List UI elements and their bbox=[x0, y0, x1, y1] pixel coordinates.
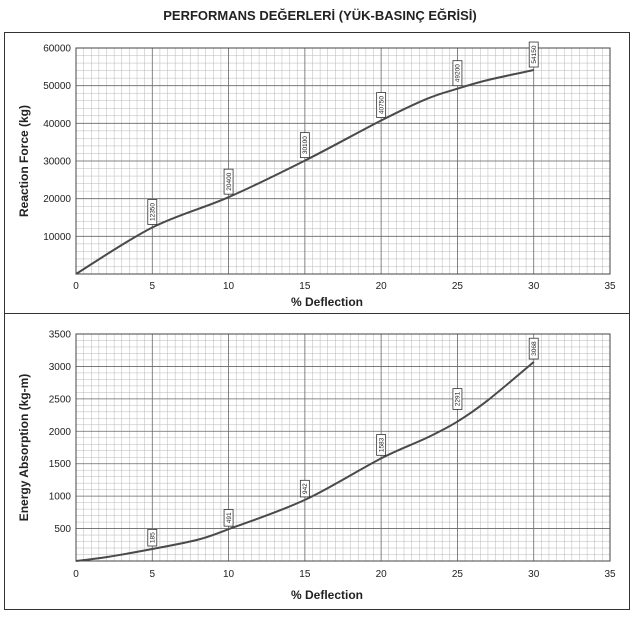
y-tick-label: 60000 bbox=[43, 44, 71, 55]
x-tick-label: 25 bbox=[452, 569, 464, 580]
data-label: 942 bbox=[299, 479, 310, 498]
data-label: 2291 bbox=[452, 388, 463, 410]
x-axis-label: % Deflection bbox=[291, 295, 363, 309]
x-tick-label: 25 bbox=[452, 281, 464, 292]
data-label-box bbox=[376, 434, 387, 456]
data-label-text: 20400 bbox=[226, 172, 233, 190]
data-label-box bbox=[147, 529, 158, 547]
x-tick-label: 35 bbox=[604, 281, 616, 292]
x-axis-label: % Deflection bbox=[291, 588, 363, 602]
plot-area bbox=[75, 333, 611, 562]
series-line bbox=[75, 361, 535, 562]
data-label: 185 bbox=[147, 529, 158, 547]
x-tick-label: 10 bbox=[223, 569, 235, 580]
data-label: 12350 bbox=[147, 199, 158, 225]
data-label-box bbox=[299, 479, 310, 498]
y-tick-label: 500 bbox=[54, 524, 71, 535]
data-label-text: 2291 bbox=[455, 391, 462, 406]
data-label-box bbox=[528, 337, 539, 360]
y-tick-label: 50000 bbox=[43, 81, 71, 92]
x-tick-label: 0 bbox=[73, 569, 79, 580]
chart-2: 0 5 10 15 20 25 30 35 500 1000 1500 2000 2500 3000 350… bbox=[17, 330, 616, 603]
data-label-text: 1583 bbox=[378, 437, 385, 452]
data-label: 20400 bbox=[223, 168, 234, 195]
y-tick-label: 1500 bbox=[49, 459, 72, 470]
y-tick-label: 20000 bbox=[43, 194, 71, 205]
chart-divider bbox=[4, 313, 630, 314]
chart-1: 0 5 10 15 20 25 30 35 10000 20000 30000 40000 50000 6… bbox=[17, 41, 616, 309]
data-label: 491 bbox=[223, 509, 234, 527]
x-tick-label: 10 bbox=[223, 281, 235, 292]
x-tick-label: 15 bbox=[299, 569, 311, 580]
y-tick-label: 10000 bbox=[43, 232, 71, 243]
data-label-text: 40750 bbox=[378, 96, 385, 114]
data-label: 3068 bbox=[528, 337, 539, 360]
data-label-box bbox=[452, 388, 463, 410]
plot-area bbox=[75, 47, 611, 275]
y-axis-label: Energy Absorption (kg-m) bbox=[17, 374, 31, 522]
data-label-text: 942 bbox=[302, 483, 309, 494]
y-tick-label: 40000 bbox=[43, 119, 71, 130]
page-title: PERFORMANS DEĞERLERİ (YÜK-BASINÇ EĞRİSİ) bbox=[163, 8, 477, 23]
data-label-box bbox=[528, 41, 539, 68]
y-tick-label: 2500 bbox=[49, 394, 72, 405]
y-tick-label: 2000 bbox=[49, 427, 72, 438]
data-label-text: 12350 bbox=[150, 203, 157, 221]
x-tick-label: 30 bbox=[528, 569, 540, 580]
data-label-box bbox=[223, 168, 234, 195]
y-tick-label: 3500 bbox=[49, 330, 72, 341]
data-label-text: 491 bbox=[226, 512, 233, 523]
fine-grid bbox=[75, 333, 611, 562]
data-label-text: 185 bbox=[150, 532, 157, 543]
data-label: 1583 bbox=[376, 434, 387, 456]
y-tick-label: 1000 bbox=[49, 492, 72, 503]
x-tick-label: 15 bbox=[299, 281, 311, 292]
y-tick-label: 3000 bbox=[49, 362, 72, 373]
data-label-box bbox=[223, 509, 234, 527]
x-tick-label: 5 bbox=[150, 569, 156, 580]
data-label: 49200 bbox=[452, 60, 463, 87]
data-label: 40750 bbox=[376, 92, 387, 118]
y-tick-label: 30000 bbox=[43, 157, 71, 168]
data-label-box bbox=[147, 199, 158, 225]
data-label-text: 3068 bbox=[531, 341, 538, 356]
chart-frame bbox=[4, 32, 630, 610]
data-label: 54150 bbox=[528, 41, 539, 68]
series-line bbox=[75, 69, 534, 275]
x-tick-label: 20 bbox=[376, 569, 388, 580]
x-tick-label: 35 bbox=[604, 569, 616, 580]
data-label-text: 54150 bbox=[531, 45, 538, 63]
data-label-text: 30100 bbox=[302, 136, 309, 154]
data-label-text: 49200 bbox=[455, 64, 462, 82]
data-label-box bbox=[452, 60, 463, 87]
x-tick-label: 0 bbox=[73, 281, 79, 292]
data-label-box bbox=[299, 132, 310, 159]
x-tick-label: 5 bbox=[150, 281, 156, 292]
data-label: 30100 bbox=[299, 132, 310, 159]
x-tick-label: 30 bbox=[528, 281, 540, 292]
y-axis-label: Reaction Force (kg) bbox=[17, 105, 31, 217]
x-tick-label: 20 bbox=[376, 281, 388, 292]
data-label-box bbox=[376, 92, 387, 118]
